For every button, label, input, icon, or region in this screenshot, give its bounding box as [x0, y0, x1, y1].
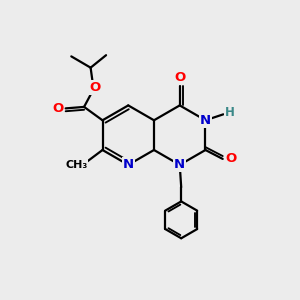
Text: O: O — [174, 71, 185, 84]
Text: O: O — [89, 81, 101, 94]
Text: N: N — [123, 158, 134, 171]
Text: O: O — [52, 102, 63, 115]
Text: H: H — [225, 106, 235, 119]
Text: N: N — [174, 158, 185, 171]
Text: N: N — [200, 114, 211, 127]
Text: CH₃: CH₃ — [65, 160, 88, 170]
Text: O: O — [225, 152, 237, 165]
